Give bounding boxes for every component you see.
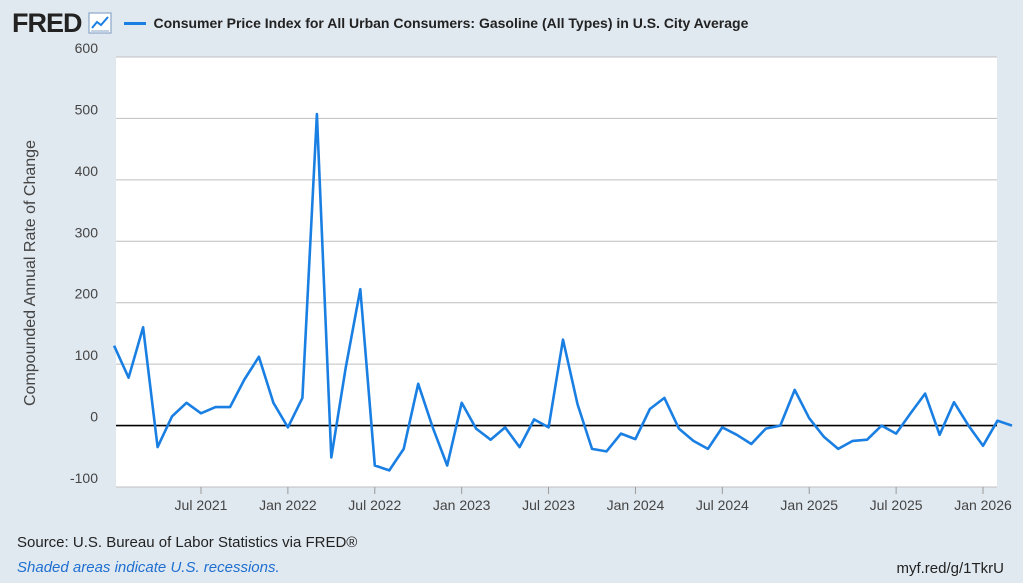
data-point[interactable] bbox=[127, 376, 131, 380]
data-point[interactable] bbox=[213, 405, 217, 409]
data-point[interactable] bbox=[445, 464, 449, 468]
y-axis-label: Compounded Annual Rate of Change bbox=[22, 140, 39, 406]
data-point[interactable] bbox=[518, 445, 522, 449]
data-point[interactable] bbox=[228, 405, 232, 409]
y-tick-label: 0 bbox=[90, 409, 98, 425]
x-tick-label: Jan 2024 bbox=[607, 497, 665, 513]
source-text: Source: U.S. Bureau of Labor Statistics … bbox=[17, 534, 358, 551]
data-point[interactable] bbox=[561, 338, 565, 342]
data-point[interactable] bbox=[720, 425, 724, 429]
data-point[interactable] bbox=[358, 287, 362, 291]
x-tick-label: Jan 2023 bbox=[433, 497, 491, 513]
data-point[interactable] bbox=[185, 401, 189, 405]
x-tick-label: Jul 2023 bbox=[522, 497, 575, 513]
series-title: Consumer Price Index for All Urban Consu… bbox=[153, 15, 749, 31]
y-tick-label: 100 bbox=[75, 347, 99, 363]
line-chart-icon bbox=[87, 12, 112, 34]
x-tick-label: Jul 2022 bbox=[348, 497, 401, 513]
gridlines bbox=[116, 56, 997, 488]
data-point[interactable] bbox=[329, 456, 333, 460]
data-point[interactable] bbox=[1010, 424, 1014, 428]
y-tick-label: 600 bbox=[75, 40, 99, 56]
data-point[interactable] bbox=[793, 388, 797, 392]
y-tick-label: 300 bbox=[75, 224, 99, 240]
x-tick-label: Jul 2021 bbox=[175, 497, 228, 513]
data-point[interactable] bbox=[416, 382, 420, 386]
data-point[interactable] bbox=[242, 378, 246, 382]
data-point[interactable] bbox=[995, 419, 999, 423]
data-point[interactable] bbox=[967, 424, 971, 428]
data-point[interactable] bbox=[474, 427, 478, 431]
y-tick-label: 200 bbox=[75, 286, 99, 302]
data-point[interactable] bbox=[648, 407, 652, 411]
data-point[interactable] bbox=[402, 447, 406, 451]
series-line[interactable] bbox=[112, 112, 1013, 472]
data-point[interactable] bbox=[691, 439, 695, 443]
plot-background bbox=[116, 57, 997, 487]
fred-logo[interactable]: FRED bbox=[12, 7, 82, 38]
y-tick-label: -100 bbox=[70, 470, 98, 486]
data-point[interactable] bbox=[431, 425, 435, 429]
data-point[interactable] bbox=[851, 439, 855, 443]
data-point[interactable] bbox=[532, 417, 536, 421]
data-point[interactable] bbox=[257, 355, 261, 359]
data-point[interactable] bbox=[981, 444, 985, 448]
data-point[interactable] bbox=[909, 411, 913, 415]
data-point[interactable] bbox=[300, 396, 304, 400]
data-point[interactable] bbox=[315, 112, 319, 116]
recession-note: Shaded areas indicate U.S. recessions. bbox=[17, 559, 280, 576]
data-point[interactable] bbox=[952, 400, 956, 404]
data-point[interactable] bbox=[894, 432, 898, 436]
data-point[interactable] bbox=[778, 424, 782, 428]
data-point[interactable] bbox=[662, 396, 666, 400]
y-axis: -100 0 100 200 300 400 500 600 bbox=[70, 40, 98, 486]
data-point[interactable] bbox=[547, 425, 551, 429]
x-tick-label: Jul 2025 bbox=[870, 497, 923, 513]
data-point[interactable] bbox=[619, 432, 623, 436]
data-point[interactable] bbox=[706, 447, 710, 451]
data-point[interactable] bbox=[373, 464, 377, 468]
data-point[interactable] bbox=[112, 344, 116, 348]
x-tick-label: Jan 2022 bbox=[259, 497, 317, 513]
data-point[interactable] bbox=[460, 401, 464, 405]
data-point[interactable] bbox=[880, 424, 884, 428]
data-point[interactable] bbox=[633, 437, 637, 441]
data-point[interactable] bbox=[141, 325, 145, 329]
data-point[interactable] bbox=[807, 416, 811, 420]
data-point[interactable] bbox=[286, 425, 290, 429]
x-tick-label: Jan 2026 bbox=[954, 497, 1012, 513]
chart-header: FRED Consumer Price Index for All Urban … bbox=[12, 8, 748, 38]
y-tick-label: 400 bbox=[75, 163, 99, 179]
data-point[interactable] bbox=[677, 427, 681, 431]
data-point[interactable] bbox=[170, 414, 174, 418]
data-point[interactable] bbox=[604, 449, 608, 453]
data-point[interactable] bbox=[503, 425, 507, 429]
data-point[interactable] bbox=[822, 435, 826, 439]
data-point[interactable] bbox=[590, 447, 594, 451]
data-point[interactable] bbox=[923, 392, 927, 396]
x-axis: Jul 2021 Jan 2022 Jul 2022 Jan 2023 Jul 2023… bbox=[175, 487, 1012, 513]
data-point[interactable] bbox=[836, 447, 840, 451]
data-point[interactable] bbox=[749, 442, 753, 446]
data-point[interactable] bbox=[199, 411, 203, 415]
data-point[interactable] bbox=[576, 402, 580, 406]
data-point[interactable] bbox=[344, 365, 348, 369]
x-tick-label: Jul 2024 bbox=[696, 497, 749, 513]
data-point[interactable] bbox=[865, 438, 869, 442]
x-tick-label: Jan 2025 bbox=[780, 497, 838, 513]
y-tick-label: 500 bbox=[75, 101, 99, 117]
data-point[interactable] bbox=[735, 433, 739, 437]
data-point[interactable] bbox=[764, 427, 768, 431]
short-link[interactable]: myf.red/g/1TkrU bbox=[896, 560, 1004, 577]
data-point[interactable] bbox=[156, 445, 160, 449]
data-point[interactable] bbox=[489, 438, 493, 442]
data-point[interactable] bbox=[387, 468, 391, 472]
data-point[interactable] bbox=[271, 401, 275, 405]
legend-swatch bbox=[123, 21, 146, 25]
data-point[interactable] bbox=[938, 433, 942, 437]
